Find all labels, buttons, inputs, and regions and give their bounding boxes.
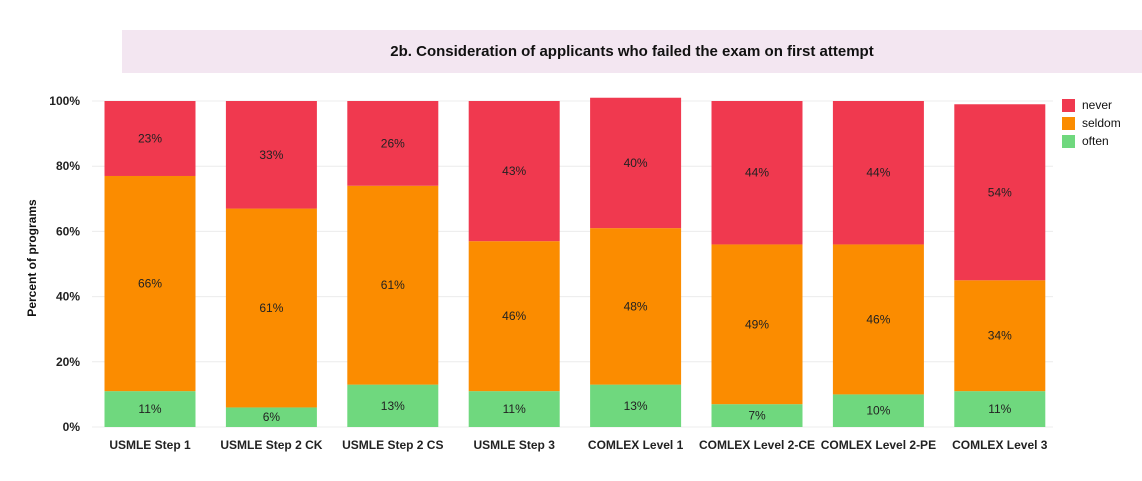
data-label-never: 23% [138,131,162,145]
x-tick-label: USMLE Step 2 CK [220,438,322,452]
y-tick-label: 0% [63,420,81,434]
bar-segment-seldom [590,228,682,385]
data-label-seldom: 61% [259,301,283,315]
data-label-never: 33% [259,148,283,162]
x-tick-label: COMLEX Level 2-PE [821,438,936,452]
data-label-often: 13% [381,399,405,413]
y-tick-label: 40% [56,290,80,304]
bar-segment-never [954,104,1046,281]
data-label-never: 54% [988,185,1012,199]
data-label-seldom: 49% [745,317,769,331]
bar-segment-often [954,391,1046,427]
bar-segment-often [347,384,439,427]
data-label-often: 11% [503,402,526,416]
legend-item-seldom: seldom [1062,114,1121,132]
y-tick-label: 60% [56,224,80,238]
data-label-often: 13% [624,399,648,413]
bar-segment-seldom [832,244,924,395]
data-label-never: 44% [745,166,769,180]
bar-segment-never [225,101,317,209]
legend-label-never: never [1082,98,1113,112]
data-label-seldom: 48% [624,299,648,313]
bar-segment-seldom [225,208,317,408]
data-label-never: 26% [381,136,405,150]
data-label-never: 43% [502,164,526,178]
bar-segment-often [590,384,682,427]
x-tick-label: COMLEX Level 3 [952,438,1048,452]
data-label-often: 7% [748,409,766,423]
data-label-often: 10% [866,404,890,418]
data-label-never: 44% [866,166,890,180]
bar-segment-never [832,101,924,245]
bar-segment-never [468,101,560,242]
bar-segment-never [711,101,803,245]
x-tick-label: USMLE Step 2 CS [342,438,443,452]
x-tick-label: COMLEX Level 1 [588,438,684,452]
x-tick-label: USMLE Step 1 [109,438,191,452]
bar-segment-seldom [347,185,439,385]
legend-item-often: often [1062,132,1121,150]
y-tick-label: 80% [56,159,80,173]
bar-segment-never [590,97,682,229]
data-label-often: 6% [263,410,281,424]
bar-segment-seldom [104,175,196,392]
data-label-often: 11% [138,402,161,416]
chart-title: 2b. Consideration of applicants who fail… [390,43,874,60]
data-label-often: 11% [988,402,1011,416]
data-label-seldom: 61% [381,278,405,292]
legend-item-never: never [1062,96,1121,114]
bar-segment-never [347,101,439,186]
bar-segment-never [104,101,196,176]
bar-segment-often [711,404,803,427]
y-tick-label: 100% [49,94,80,108]
bar-segment-seldom [468,241,560,392]
x-tick-label: COMLEX Level 2-CE [699,438,815,452]
legend-swatch-seldom [1062,116,1075,130]
x-tick-label: USMLE Step 3 [474,438,556,452]
data-label-never: 40% [624,156,648,170]
legend-label-often: often [1082,134,1109,148]
legend-swatch-never [1062,98,1075,112]
data-label-seldom: 66% [138,277,162,291]
legend-swatch-often [1062,134,1075,148]
legend: never seldom often [1062,96,1121,150]
y-tick-label: 20% [56,355,80,369]
bar-segment-often [832,394,924,427]
bar-segment-often [104,391,196,427]
data-label-seldom: 46% [502,309,526,323]
bar-segment-seldom [954,280,1046,392]
bar-segment-often [468,391,560,427]
data-label-seldom: 34% [988,329,1012,343]
data-label-seldom: 46% [866,312,890,326]
legend-label-seldom: seldom [1082,116,1121,130]
chart-title-band: 2b. Consideration of applicants who fail… [122,30,1142,73]
bar-segment-seldom [711,244,803,405]
bar-segment-often [225,407,317,427]
